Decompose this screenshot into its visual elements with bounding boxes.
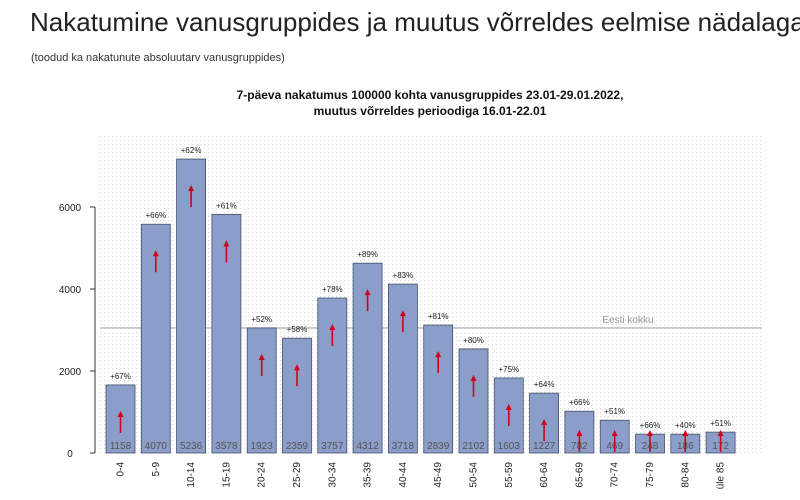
count-label: 1603 — [498, 441, 521, 452]
up-arrow-head-icon — [223, 240, 230, 247]
x-tick-label: 0-4 — [116, 462, 127, 477]
page-subtitle: (toodud ka nakatunute absoluutarv vanusg… — [31, 52, 285, 64]
up-arrow-head-icon — [294, 364, 300, 371]
up-arrow-head-icon — [435, 351, 442, 358]
bar — [317, 297, 348, 454]
count-label: 3757 — [321, 441, 344, 452]
change-label: +81% — [428, 312, 449, 321]
bar — [282, 337, 312, 454]
y-tick-label: 6000 — [59, 203, 82, 214]
change-label: +61% — [216, 201, 237, 210]
up-arrow-head-icon — [611, 430, 618, 436]
up-arrow-head-icon — [470, 374, 477, 381]
count-label: 2839 — [427, 441, 450, 452]
reference-line-label: Eesti kokku — [602, 315, 653, 326]
count-label: 4312 — [356, 441, 379, 452]
x-tick-label: üle 85 — [716, 462, 727, 490]
up-arrow-head-icon — [647, 430, 653, 436]
change-label: +66% — [569, 398, 590, 407]
change-label: +40% — [675, 421, 696, 430]
y-tick-label: 4000 — [59, 285, 82, 296]
up-arrow-head-icon — [258, 353, 265, 360]
up-arrow-head-icon — [329, 324, 336, 331]
x-tick-label: 15-19 — [221, 462, 232, 488]
x-tick-label: 75-79 — [645, 462, 656, 488]
count-label: 3718 — [392, 441, 415, 452]
x-tick-label: 45-49 — [433, 462, 444, 488]
x-tick-label: 30-34 — [327, 462, 338, 488]
up-arrow-head-icon — [505, 403, 512, 410]
bar — [458, 348, 489, 454]
count-label: 1923 — [251, 441, 274, 452]
count-label: 2102 — [462, 441, 485, 452]
count-label: 4070 — [145, 441, 168, 452]
change-label: +66% — [145, 211, 166, 220]
x-tick-label: 10-14 — [186, 462, 197, 488]
x-tick-label: 40-44 — [398, 462, 409, 488]
change-label: +83% — [393, 271, 414, 280]
up-arrow-head-icon — [152, 250, 159, 257]
count-label: 2359 — [286, 441, 309, 452]
bar — [246, 327, 277, 454]
x-tick-label: 70-74 — [610, 462, 621, 488]
change-label: +51% — [604, 407, 625, 416]
up-arrow-head-icon — [364, 289, 371, 296]
change-label: +64% — [534, 380, 555, 389]
up-arrow-head-icon — [541, 419, 548, 426]
x-tick-label: 25-29 — [292, 462, 303, 488]
x-tick-label: 80-84 — [680, 462, 691, 488]
change-label: +66% — [640, 421, 661, 430]
count-label: 5236 — [180, 441, 203, 452]
x-tick-label: 20-24 — [257, 462, 268, 488]
x-tick-label: 60-64 — [539, 462, 550, 488]
x-tick-label: 5-9 — [151, 462, 162, 477]
y-tick-label: 0 — [67, 449, 73, 460]
bar — [423, 324, 454, 454]
up-arrow-head-icon — [399, 310, 406, 317]
y-tick-label: 2000 — [59, 367, 82, 378]
count-label: 1158 — [110, 441, 132, 452]
change-label: +62% — [181, 146, 202, 155]
count-label: 3578 — [215, 441, 238, 452]
change-label: +80% — [463, 336, 484, 345]
count-label: 1227 — [533, 441, 556, 452]
x-tick-label: 65-69 — [574, 462, 585, 488]
change-label: +51% — [710, 419, 731, 428]
bar — [387, 283, 418, 454]
up-arrow-head-icon — [188, 185, 195, 192]
x-tick-label: 55-59 — [504, 462, 515, 488]
change-label: +78% — [322, 285, 343, 294]
chart-title-line1: 7-päeva nakatumus 100000 kohta vanusgrup… — [237, 88, 624, 102]
change-label: +75% — [498, 365, 519, 374]
change-label: +89% — [357, 250, 378, 259]
change-label: +58% — [287, 325, 308, 334]
change-label: +67% — [110, 372, 131, 381]
up-arrow-head-icon — [717, 430, 724, 436]
up-arrow-head-icon — [682, 430, 689, 436]
up-arrow-head-icon — [576, 430, 583, 436]
bar — [176, 158, 207, 454]
x-tick-label: 50-54 — [469, 462, 480, 488]
change-label: +52% — [251, 315, 272, 324]
up-arrow-head-icon — [117, 410, 124, 417]
chart-title-line2: muutus võrreldes perioodiga 16.01-22.01 — [314, 104, 547, 118]
x-tick-label: 35-39 — [363, 462, 374, 488]
page-title: Nakatumine vanusgruppides ja muutus võrr… — [30, 7, 800, 37]
